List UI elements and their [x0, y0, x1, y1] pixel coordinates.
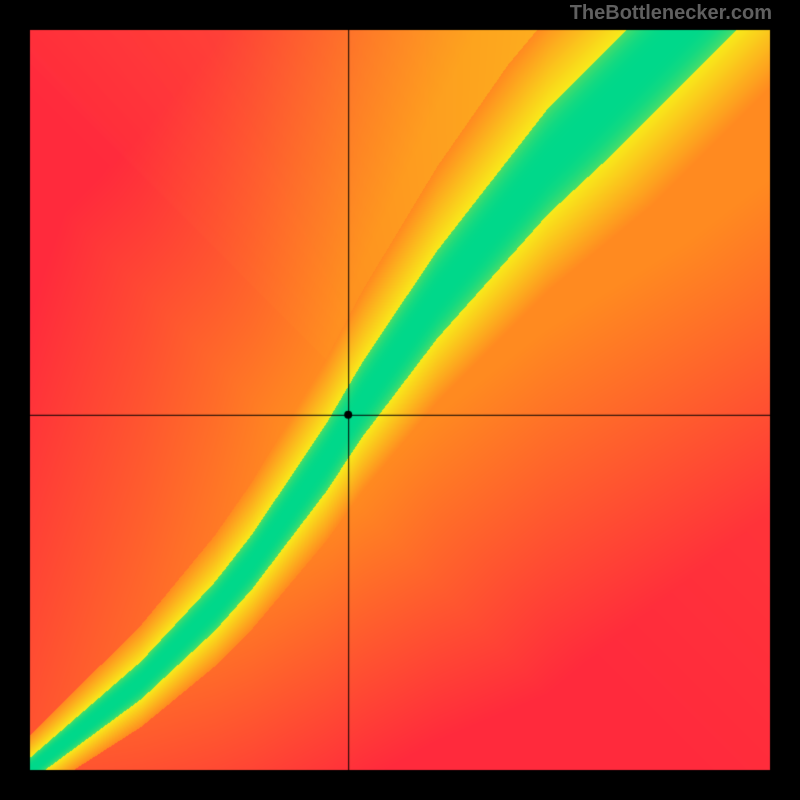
- heatmap-canvas: [0, 0, 800, 800]
- chart-container: TheBottlenecker.com: [0, 0, 800, 800]
- watermark-text: TheBottlenecker.com: [570, 2, 772, 25]
